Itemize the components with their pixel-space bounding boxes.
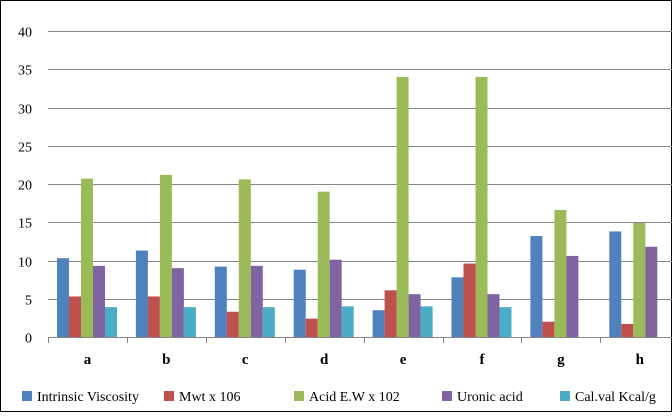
bar-g-series-1 [530, 236, 543, 337]
x-tick-label-d: d [320, 352, 329, 368]
legend-label: Uronic acid [457, 390, 523, 405]
bar-c-series-5 [262, 307, 275, 337]
bar-c-series-2 [226, 311, 239, 337]
bar-h-series-3 [633, 223, 646, 337]
x-tick-label-f: f [479, 352, 485, 368]
legend-swatch [442, 391, 452, 401]
bar-g-series-2 [542, 321, 555, 337]
bar-g-series-4 [566, 255, 579, 337]
y-tick-label: 40 [18, 26, 32, 41]
legend-swatch [294, 391, 304, 401]
bar-h-series-2 [621, 323, 634, 337]
y-tick-label: 5 [25, 294, 32, 309]
bar-a-series-2 [69, 296, 81, 337]
legend-label: Acid E.W x 102 [309, 390, 400, 405]
bar-b-series-5 [183, 307, 196, 337]
bar-f-series-4 [487, 294, 500, 337]
y-tick-label: 10 [18, 256, 32, 271]
x-tick-label-g: g [557, 352, 565, 368]
x-tick-label-e: e [400, 352, 407, 368]
bar-e-series-1 [372, 310, 385, 337]
bar-d-series-3 [317, 191, 330, 337]
legend-swatch [164, 391, 174, 401]
legend-swatch [560, 391, 570, 401]
legend-item-2: Mwt x 106 [164, 390, 240, 405]
bar-f-series-3 [475, 76, 488, 338]
bar-e-series-3 [396, 76, 409, 338]
grid-lines [48, 31, 672, 300]
legend-item-5: Cal.val Kcal/g [560, 390, 656, 405]
bar-c-series-3 [238, 179, 251, 337]
bar-h-series-4 [645, 246, 658, 337]
bar-h-series-1 [609, 231, 622, 337]
legend-item-3: Acid E.W x 102 [294, 390, 400, 405]
bar-b-series-1 [135, 250, 148, 337]
legend-swatch [22, 391, 32, 401]
y-tick-label: 0 [25, 332, 32, 347]
bar-a-series-5 [105, 307, 117, 337]
y-tick-label: 15 [18, 217, 32, 232]
x-axis [48, 337, 672, 343]
y-axis-tick-labels: 0 5 10 15 20 25 30 35 40 [18, 26, 32, 347]
legend: Intrinsic Viscosity Mwt x 106 Acid E.W x 1… [22, 390, 656, 405]
x-tick-label-c: c [242, 352, 249, 368]
legend-item-1: Intrinsic Viscosity [22, 390, 139, 405]
bars [57, 76, 658, 338]
bar-b-series-2 [147, 296, 160, 337]
x-tick-label-a: a [84, 352, 92, 368]
bar-d-series-1 [293, 269, 306, 337]
x-tick-label-b: b [162, 352, 170, 368]
bar-g-series-3 [554, 210, 567, 337]
bar-a-series-4 [93, 265, 105, 337]
bar-f-series-2 [463, 263, 476, 337]
bar-b-series-3 [159, 174, 172, 337]
legend-label: Mwt x 106 [179, 390, 240, 405]
y-tick-label: 25 [18, 141, 32, 156]
bar-d-series-4 [329, 259, 342, 337]
bar-c-series-4 [250, 265, 263, 337]
legend-label: Cal.val Kcal/g [575, 390, 656, 405]
bar-c-series-1 [214, 266, 227, 337]
bar-a-series-3 [81, 178, 93, 337]
legend-label: Intrinsic Viscosity [37, 390, 139, 405]
x-tick-label-h: h [636, 352, 645, 368]
bar-f-series-1 [451, 277, 464, 337]
y-tick-label: 20 [18, 179, 32, 194]
x-axis-tick-labels: a b c d e f g h [84, 352, 645, 368]
y-tick-label: 30 [18, 103, 32, 118]
bar-e-series-2 [384, 290, 397, 337]
bar-b-series-4 [171, 268, 184, 337]
bar-e-series-5 [420, 306, 433, 337]
y-tick-label: 35 [18, 64, 32, 79]
bar-f-series-5 [499, 307, 512, 337]
bar-d-series-5 [341, 306, 354, 337]
bar-d-series-2 [305, 318, 318, 337]
legend-item-4: Uronic acid [442, 390, 523, 405]
bar-e-series-4 [408, 294, 421, 337]
bar-a-series-1 [57, 258, 69, 337]
